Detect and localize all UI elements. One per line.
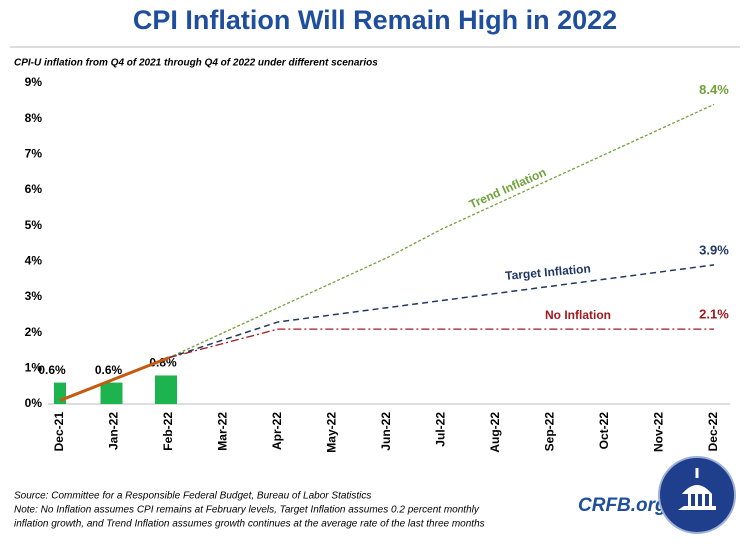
x-tick-label: May-22 [325, 412, 339, 453]
x-tick-label: Dec-22 [706, 412, 720, 452]
value-label: 8.4% [699, 82, 729, 97]
x-tick-label: Jan-22 [107, 412, 121, 450]
series-label: Trend Inflation [467, 165, 548, 211]
x-tick-label: Feb-22 [161, 412, 175, 451]
y-tick-label: 3% [25, 289, 43, 303]
x-tick-label: Dec-21 [52, 412, 66, 452]
logo-emblem [658, 456, 736, 534]
bar [155, 375, 177, 404]
series-line [168, 328, 714, 359]
x-tick-label: Jun-22 [379, 412, 393, 451]
x-tick-label: Sep-22 [543, 412, 557, 452]
x-tick-label: Oct-22 [597, 412, 611, 450]
x-tick-label: Apr-22 [270, 412, 284, 450]
bar [54, 382, 66, 404]
chart-subtitle: CPI-U inflation from Q4 of 2021 through … [14, 58, 378, 69]
value-label: 2.1% [699, 307, 729, 322]
x-tick-label: Jul-22 [434, 412, 448, 447]
series-line [168, 103, 715, 359]
x-tick-label: Nov-22 [652, 412, 666, 452]
y-tick-label: 7% [25, 147, 43, 161]
x-tick-label: Aug-22 [488, 412, 502, 453]
y-tick-label: 8% [25, 111, 43, 125]
note: inflation growth, and Trend Inflation as… [14, 519, 485, 530]
source: Source: Committee for a Responsible Fede… [14, 491, 371, 502]
x-tick-label: Mar-22 [216, 412, 230, 451]
series-line [168, 264, 715, 359]
y-tick-label: 5% [25, 218, 43, 232]
series-label: Target Inflation [505, 261, 592, 282]
bar-label: 0.8% [149, 356, 177, 370]
series-label: No Inflation [545, 308, 611, 322]
chart-title: CPI Inflation Will Remain High in 2022 [133, 5, 617, 35]
y-tick-label: 1% [25, 361, 43, 375]
bar [100, 382, 123, 404]
y-tick-label: 6% [25, 182, 43, 196]
value-label: 3.9% [699, 242, 729, 257]
series-line [59, 356, 170, 402]
y-tick-label: 9% [25, 75, 43, 89]
logo-text: CRFB.org [578, 495, 667, 516]
bar-label: 0.6% [95, 363, 123, 377]
note: Note: No Inflation assumes CPI remains a… [14, 505, 480, 516]
y-tick-label: 4% [25, 254, 43, 268]
bar-label: 0.6% [38, 363, 66, 377]
y-tick-label: 0% [25, 396, 43, 410]
y-tick-label: 2% [25, 325, 43, 339]
